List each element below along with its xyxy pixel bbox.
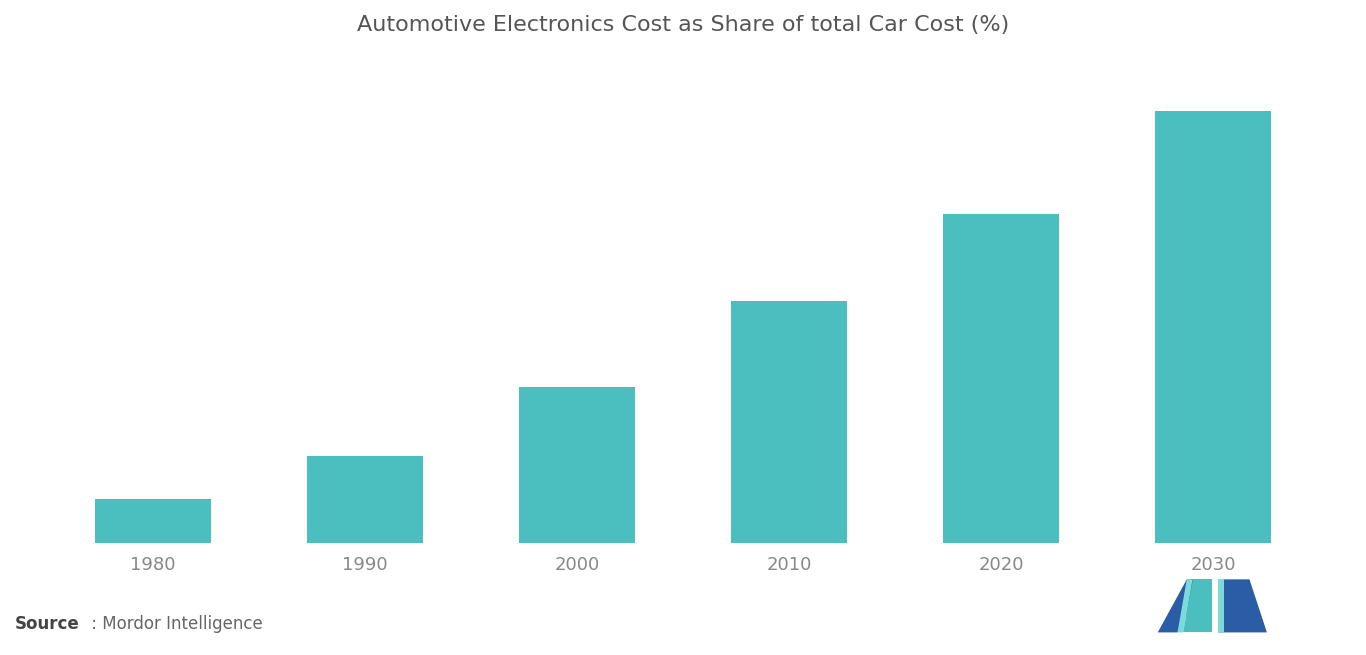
Polygon shape xyxy=(1218,579,1266,633)
Bar xyxy=(943,214,1060,542)
Polygon shape xyxy=(1183,579,1212,633)
Text: : Mordor Intelligence: : Mordor Intelligence xyxy=(86,615,262,633)
Polygon shape xyxy=(1177,579,1193,633)
Bar xyxy=(94,499,212,542)
Bar xyxy=(519,387,635,542)
Polygon shape xyxy=(1218,579,1224,633)
Bar xyxy=(1154,111,1272,542)
Bar xyxy=(731,301,847,542)
Text: Source: Source xyxy=(15,615,79,633)
Polygon shape xyxy=(1158,579,1206,633)
Bar xyxy=(306,457,423,542)
Title: Automotive Electronics Cost as Share of total Car Cost (%): Automotive Electronics Cost as Share of … xyxy=(357,15,1009,35)
